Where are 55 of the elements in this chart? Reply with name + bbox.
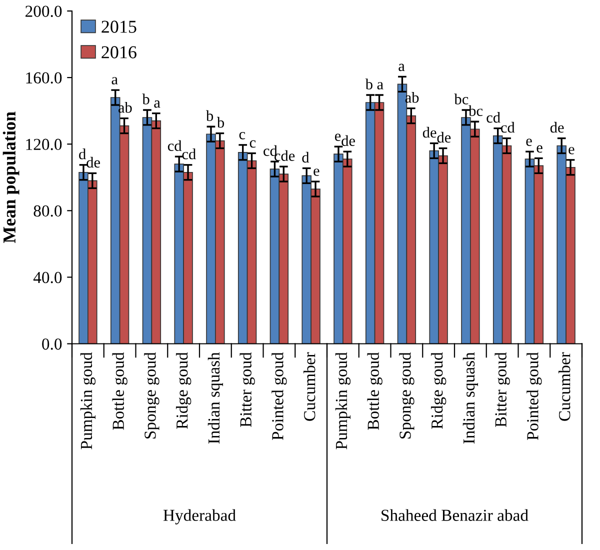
y-tick-label: 120.0 [26,138,62,150]
x-tick-label: Bitter goud [494,352,510,428]
data-label: de [86,156,100,168]
data-label: b [216,116,224,128]
data-label: bc [454,94,468,104]
data-label: b [365,78,372,90]
data-label: a [154,100,160,108]
x-tick-label: Ridge goud [430,352,446,429]
x-tick-label: Cucumber [304,352,316,421]
x-tick-label: Sponge goud [144,352,160,438]
data-label: d [79,148,86,160]
data-label: e [526,138,532,146]
data-label: c [239,132,246,140]
data-label: d [302,152,310,163]
data-label: e [334,134,341,141]
x-tick-label: Sponge goud [399,352,414,438]
y-tick-label: 0.0 [42,338,62,350]
x-tick-label: Indian squash [208,352,223,444]
y-tick-label: 160.0 [26,72,62,84]
data-label: a [377,82,384,90]
x-tick-label: Bottle goud [112,352,128,430]
data-label: c [250,140,256,148]
text: Hyderabad [163,509,236,524]
x-tick-label: Cucumber [558,352,570,421]
data-label: b [206,110,214,122]
y-tick-label: 80.0 [34,205,62,217]
data-label: de [422,126,436,138]
y-axis-title: Mean population [2,112,20,244]
data-label: de [437,132,451,143]
x-tick-label: Pumpkin goud [80,352,96,450]
data-label: e [314,168,320,176]
legend-label: 2015 [102,20,136,33]
x-tick-label: Pointed goud [272,352,287,440]
y-tick-label: 200.0 [26,6,62,18]
data-label: cd [168,140,182,151]
data-label: cd [182,148,196,160]
data-label: e [536,145,542,153]
data-label: bc [468,105,483,116]
x-tick-label: Bitter goud [240,352,255,428]
data-label: de [550,122,564,133]
data-label: b [142,94,150,104]
x-tick-label: Indian squash [462,352,478,444]
data-label: a [112,77,118,84]
x-tick-label: Pointed goud [526,352,542,440]
data-label: cd [486,112,500,123]
legend-label: 2016 [102,46,136,58]
x-tick-label: Bottle goud [367,352,382,430]
y-tick-label: 40.0 [33,272,62,284]
text: Shaheed Benazir abad [382,509,528,521]
data-label: cd [501,122,515,133]
data-label: a [398,64,405,72]
data-label: de [342,135,355,146]
x-tick-label: Pumpkin goud [335,352,351,450]
x-tick-label: Ridge goud [176,352,192,429]
data-label: e [568,146,574,154]
